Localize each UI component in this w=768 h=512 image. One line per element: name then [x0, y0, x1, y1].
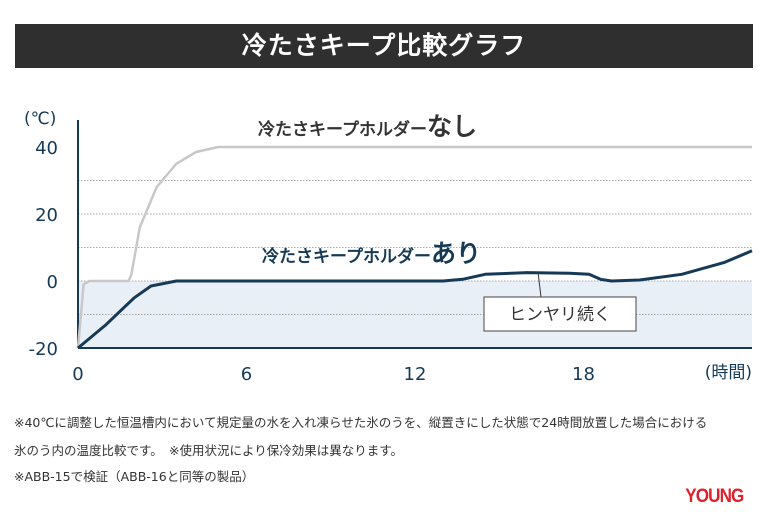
y-tick-label: -20 — [29, 339, 58, 360]
y-axis-label: (℃) — [24, 109, 56, 129]
annotation-text: ヒンヤリ続く — [509, 305, 611, 325]
annotation-box — [483, 296, 637, 332]
legend-suffix: なし — [427, 112, 477, 141]
x-axis-label: (時間) — [705, 363, 752, 383]
note-line-2: 氷のう内の温度比較です。 ※使用状況により保冷効果は異なります。 — [14, 443, 403, 458]
series-line-without-holder — [76, 145, 752, 349]
y-tick-label: 0 — [47, 272, 58, 293]
legend-prefix: 冷たさキープホルダー — [258, 119, 427, 140]
young-machine-logo: YOUNG — [685, 486, 744, 507]
legend-prefix: 冷たさキープホルダー — [262, 246, 431, 267]
legend-suffix: あり — [431, 239, 481, 268]
x-tick-label: 6 — [241, 364, 252, 385]
chart-title: 冷たさキープ比較グラフ — [15, 24, 753, 68]
x-tick-label: 0 — [72, 364, 83, 385]
x-tick-label: 12 — [404, 364, 427, 385]
note-line-1: ※40℃に調整した恒温槽内において規定量の水を入れ凍らせた氷のうを、縦置きにした… — [14, 415, 708, 430]
series-line-with-holder — [77, 249, 753, 350]
y-tick-label: 20 — [35, 205, 58, 226]
legend-label-without-holder: 冷たさキープホルダーなし — [258, 112, 477, 141]
legend-label-with-holder: 冷たさキープホルダーあり — [262, 239, 481, 268]
annotation-leader — [537, 271, 542, 298]
note-line-3: ※ABB-15で検証（ABB-16と同等の製品） — [14, 469, 255, 484]
x-tick-label: 18 — [572, 364, 595, 385]
y-tick-label: 40 — [35, 138, 58, 159]
